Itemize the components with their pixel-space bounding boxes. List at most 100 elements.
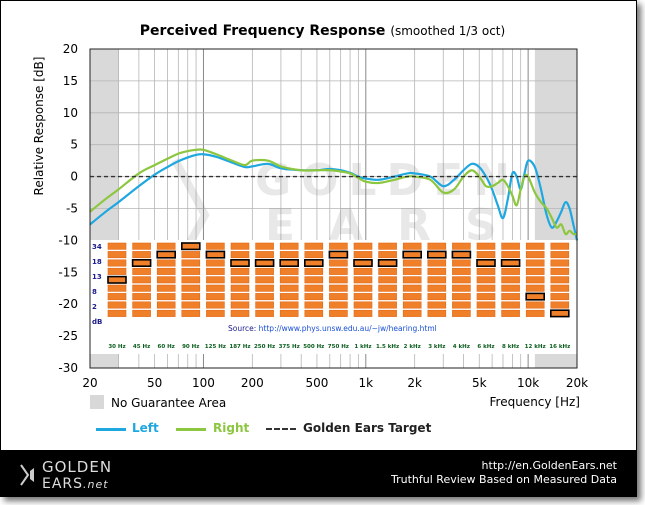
inset-cell — [550, 276, 570, 284]
legend-target-line — [266, 428, 296, 430]
inset-cell — [132, 284, 151, 292]
inset-cell — [329, 284, 348, 292]
inset-cell — [476, 267, 496, 275]
inset-cell — [329, 242, 348, 250]
inset-cell — [329, 309, 348, 317]
inset-cell — [427, 284, 447, 292]
inset-cell — [107, 259, 127, 267]
inset-cell — [329, 293, 348, 301]
inset-cell — [107, 267, 127, 275]
legend-left-line — [96, 428, 126, 431]
inset-cell — [402, 301, 422, 309]
inset-cell — [452, 309, 471, 317]
inset-cell — [550, 251, 570, 259]
inset-cell — [329, 276, 348, 284]
inset-cell — [501, 267, 520, 275]
y-tick-label: -20 — [58, 297, 78, 311]
inset-cell — [378, 276, 397, 284]
inset-cell — [476, 276, 496, 284]
inset-cell — [402, 309, 422, 317]
no-guarantee-label: No Guarantee Area — [111, 396, 227, 410]
y-tick-label: -5 — [66, 202, 78, 216]
inset-cell — [353, 242, 373, 250]
inset-cell — [402, 293, 422, 301]
inset-cell — [156, 276, 176, 284]
inset-cell — [378, 293, 397, 301]
inset-cell — [132, 251, 151, 259]
inset-cell — [156, 267, 176, 275]
x-tick-label: 20k — [566, 376, 588, 390]
inset-cell — [181, 267, 201, 275]
legend-target-label: Golden Ears Target — [303, 421, 432, 435]
inset-cell — [550, 267, 570, 275]
inset-cell — [304, 242, 324, 250]
inset-cell — [230, 301, 250, 309]
inset-band-label: 2 kHz — [404, 344, 421, 350]
y-tick-label: 20 — [63, 42, 78, 56]
footer-url[interactable]: http://en.GoldenEars.net — [481, 459, 617, 472]
inset-cell — [427, 309, 447, 317]
inset-cell — [279, 251, 299, 259]
inset-cell — [353, 267, 373, 275]
watermark-line1: GOLDEN — [255, 155, 520, 206]
inset-band-label: 125 Hz — [205, 344, 226, 350]
inset-cell — [525, 284, 545, 292]
x-axis-label: Frequency [Hz] — [489, 395, 581, 409]
inset-cell — [107, 309, 127, 317]
legend-left-label: Left — [132, 421, 159, 435]
inset-cell — [402, 267, 422, 275]
inset-db-label: dB — [92, 318, 102, 326]
inset-cell — [156, 242, 176, 250]
inset-band-label: 45 Hz — [133, 344, 150, 350]
footer-bar: GOLDEN EARS.net http://en.GoldenEars.net… — [0, 450, 637, 497]
inset-band-label: 1 kHz — [354, 344, 371, 350]
inset-cell — [132, 242, 151, 250]
inset-cell — [230, 251, 250, 259]
y-tick-label: 5 — [70, 138, 78, 152]
legend-right-line — [176, 428, 206, 431]
inset-cell — [525, 309, 545, 317]
footer-logo-suffix: .net — [83, 478, 109, 491]
inset-band-label: 187 Hz — [229, 344, 250, 350]
inset-cell — [107, 301, 127, 309]
inset-cell — [353, 276, 373, 284]
inset-cell — [279, 242, 299, 250]
inset-band-label: 6 kHz — [477, 344, 494, 350]
inset-cell — [206, 309, 225, 317]
inset-cell — [402, 250, 423, 259]
inset-cell — [156, 284, 176, 292]
inset-cell — [156, 293, 176, 301]
no-guarantee-swatch — [90, 395, 104, 409]
inset-cell — [329, 267, 348, 275]
inset-cell — [501, 276, 520, 284]
inset-cell — [132, 267, 151, 275]
inset-db-label: 18 — [92, 258, 102, 266]
inset-cell — [427, 293, 447, 301]
inset-cell — [132, 276, 151, 284]
inset-cell — [156, 309, 176, 317]
inset-band-label: 375 Hz — [279, 344, 300, 350]
inset-cell — [254, 258, 275, 267]
inset-db-label: 2 — [92, 303, 97, 311]
inset-cell — [230, 309, 250, 317]
inset-cell — [206, 267, 225, 275]
inset-cell — [329, 301, 348, 309]
inset-cell — [452, 259, 471, 267]
inset-cell — [255, 309, 274, 317]
inset-cell — [304, 293, 324, 301]
inset-cell — [156, 259, 176, 267]
inset-cell — [452, 267, 471, 275]
inset-cell — [304, 309, 324, 317]
x-tick-label: 50 — [147, 376, 162, 390]
inset-cell — [378, 267, 397, 275]
x-tick-label: 20 — [82, 376, 97, 390]
inset-cell — [525, 301, 545, 309]
inset-band-label: 30 Hz — [108, 344, 125, 350]
inset-cell — [525, 276, 545, 284]
inset-cell — [205, 250, 226, 259]
inset-db-label: 13 — [92, 273, 102, 281]
inset-cell — [402, 242, 422, 250]
inset-cell — [131, 258, 152, 267]
inset-cell — [550, 242, 570, 250]
inset-cell — [427, 301, 447, 309]
